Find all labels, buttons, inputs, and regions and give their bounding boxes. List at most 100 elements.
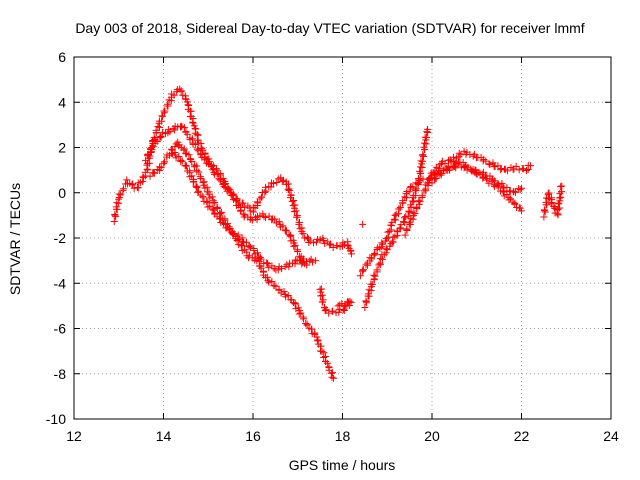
data-point-run (289, 201, 306, 236)
data-point-run (460, 147, 478, 160)
series-track-e (316, 285, 355, 317)
data-point-run (262, 175, 282, 191)
chart-title: Day 003 of 2018, Sidereal Day-to-day VTE… (75, 20, 584, 36)
data-point-run (401, 203, 421, 239)
series-track-m (359, 220, 367, 228)
series-track-f (316, 234, 355, 258)
data-point-run (540, 191, 552, 221)
data-point (558, 182, 566, 190)
data-point-run (275, 285, 295, 304)
x-tick-label: 24 (603, 428, 619, 444)
data-point-run (205, 188, 225, 217)
x-tick-label: 14 (156, 428, 172, 444)
data-point-run (282, 178, 298, 205)
data-point-run (523, 162, 532, 174)
data-point-run (311, 330, 328, 361)
data-point-run (388, 225, 404, 246)
data-point-run (370, 255, 386, 283)
data-point-run (405, 180, 422, 216)
data-point-run (344, 238, 355, 255)
data-point-run (449, 149, 465, 162)
data-point-run (396, 188, 413, 212)
points-layer (110, 85, 566, 382)
data-point-run (151, 132, 165, 147)
series-track-b (142, 122, 320, 266)
series-track-d (168, 148, 311, 274)
data-point-run (442, 162, 460, 174)
data-point-run (174, 138, 188, 154)
data-point (347, 250, 355, 258)
series-track-g (356, 175, 427, 280)
data-point-run (168, 86, 181, 99)
data-point-run (250, 244, 264, 262)
x-tick-label: 20 (424, 428, 440, 444)
data-point-run (486, 159, 505, 174)
grid-layer (74, 57, 611, 419)
data-point-run (159, 126, 174, 138)
data-point-run (248, 212, 264, 224)
data-point-run (384, 221, 395, 241)
series-track-h (361, 125, 432, 311)
data-point-run (500, 164, 518, 175)
data-point (526, 162, 534, 170)
data-point (424, 125, 432, 133)
data-point-run (512, 162, 528, 174)
x-tick-label: 22 (514, 428, 530, 444)
data-point-run (272, 261, 291, 274)
data-point-run (212, 165, 233, 193)
data-point-run (356, 259, 372, 280)
series-track-l (540, 182, 566, 221)
series-track-c (146, 138, 338, 382)
data-point-run (329, 305, 344, 317)
data-point-run (509, 198, 524, 212)
data-point-run (133, 173, 147, 192)
data-point-run (156, 153, 171, 174)
data-point-run (176, 85, 189, 100)
data-point-run (414, 128, 432, 185)
data-point (518, 207, 525, 215)
data-point-run (321, 352, 336, 381)
data-point-run (277, 174, 287, 185)
y-tick-label: 0 (58, 185, 66, 201)
data-point-run (110, 195, 123, 225)
data-point-run (209, 206, 229, 228)
series-track-j (424, 147, 534, 187)
y-tick-label: 6 (58, 49, 66, 65)
data-point (303, 261, 311, 269)
data-point-run (259, 210, 277, 224)
x-tick-label: 18 (335, 428, 351, 444)
data-point (334, 302, 342, 310)
data-point-run (289, 299, 310, 328)
data-point-run (373, 235, 391, 252)
data-point-run (182, 162, 202, 196)
x-axis-label: GPS time / hours (289, 457, 396, 473)
data-point-run (227, 189, 247, 218)
y-tick-label: 4 (58, 94, 66, 110)
data-point-run (481, 172, 502, 188)
data-point-run (472, 153, 493, 168)
data-point-run (235, 234, 255, 251)
data-point-run (150, 112, 167, 141)
y-tick-label: -6 (54, 321, 67, 337)
y-tick-label: -4 (54, 275, 67, 291)
data-point-run (469, 165, 487, 178)
data-point-run (123, 176, 138, 192)
data-point (359, 220, 367, 228)
data-point-run (285, 256, 300, 271)
data-point-run (182, 95, 202, 144)
data-point (518, 184, 525, 192)
data-point-run (160, 93, 176, 117)
data-point-run (553, 183, 566, 219)
data-point-run (361, 276, 378, 311)
data-point-run (299, 230, 313, 246)
y-tick-label: 2 (58, 140, 66, 156)
data-point-run (438, 156, 455, 168)
data-point-run (495, 179, 514, 196)
y-tick-label: -10 (46, 411, 66, 427)
data-point-run (424, 161, 444, 187)
data-point-run (240, 211, 255, 223)
y-axis-label: SDTVAR / TECUs (7, 183, 23, 295)
data-point-run (336, 298, 355, 309)
